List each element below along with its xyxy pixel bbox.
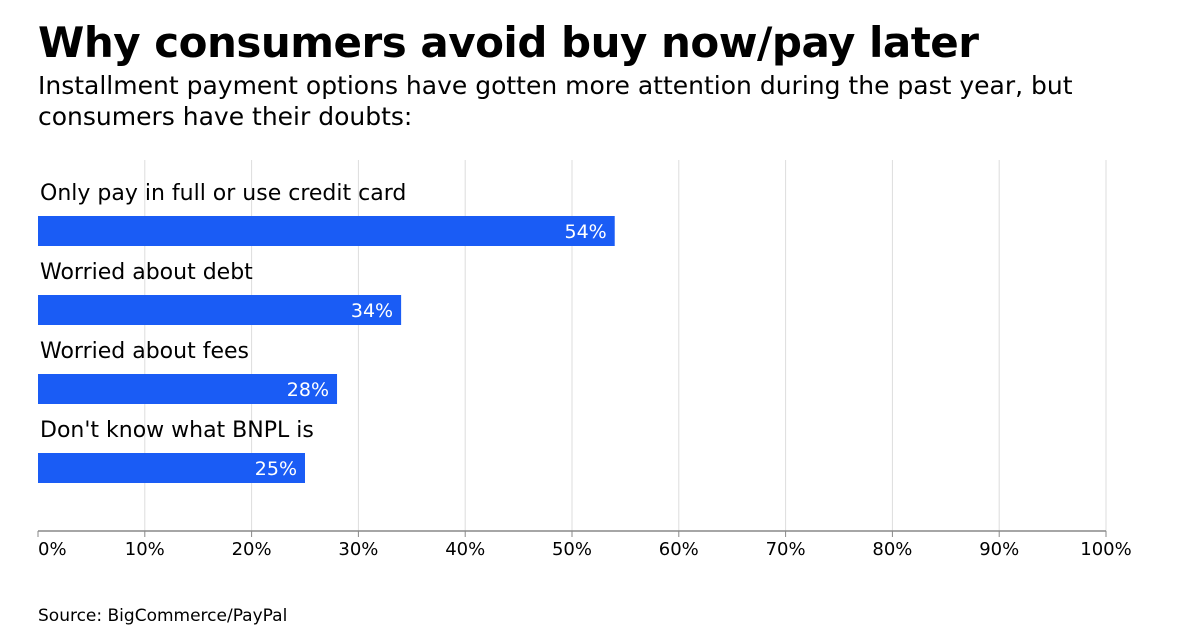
x-tick-label: 80%	[872, 539, 912, 560]
x-tick-label: 50%	[552, 539, 592, 560]
source-note: Source: BigCommerce/PayPal	[38, 606, 288, 626]
category-label: Only pay in full or use credit card	[40, 181, 406, 206]
x-tick-label: 70%	[766, 539, 806, 560]
bar-value-label: 25%	[255, 458, 297, 480]
chart-title: Why consumers avoid buy now/pay later	[38, 18, 979, 67]
x-tick-label: 0%	[38, 539, 67, 560]
bar	[38, 295, 402, 325]
bar	[38, 374, 338, 404]
bar-value-label: 34%	[351, 300, 393, 322]
x-tick-label: 20%	[232, 539, 272, 560]
bar-value-label: 28%	[287, 379, 329, 401]
x-tick-label: 40%	[445, 539, 485, 560]
x-tick-label: 90%	[979, 539, 1019, 560]
category-label: Don't know what BNPL is	[40, 418, 314, 443]
chart-subtitle: Installment payment options have gotten …	[38, 71, 1073, 131]
bar	[38, 453, 305, 483]
x-tick-label: 10%	[125, 539, 165, 560]
bar	[38, 216, 615, 246]
x-tick-label: 30%	[338, 539, 378, 560]
x-tick-label: 100%	[1080, 539, 1131, 560]
bar-value-label: 54%	[564, 221, 606, 243]
x-tick-label: 60%	[659, 539, 699, 560]
category-label: Worried about debt	[40, 260, 253, 285]
category-label: Worried about fees	[40, 339, 249, 364]
